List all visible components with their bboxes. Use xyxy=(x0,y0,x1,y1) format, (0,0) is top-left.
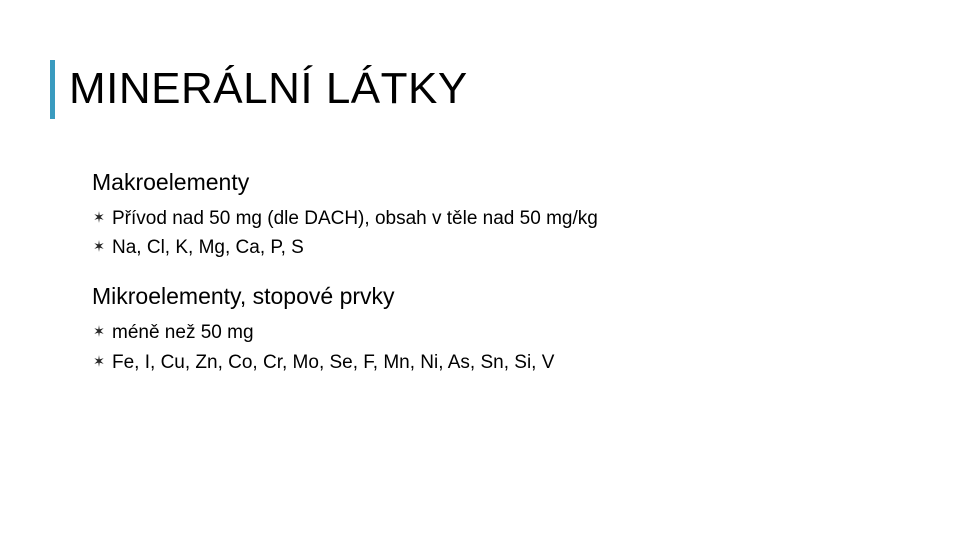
section-heading: Makroelementy xyxy=(92,169,910,196)
star-icon xyxy=(92,239,106,253)
list-item: Na, Cl, K, Mg, Ca, P, S xyxy=(92,235,910,261)
list-item: méně než 50 mg xyxy=(92,320,910,346)
bullet-text: méně než 50 mg xyxy=(112,320,254,346)
accent-bar xyxy=(50,60,55,119)
list-item: Fe, I, Cu, Zn, Co, Cr, Mo, Se, F, Mn, Ni… xyxy=(92,350,910,376)
content: Makroelementy Přívod nad 50 mg (dle DACH… xyxy=(50,169,910,376)
star-icon xyxy=(92,324,106,338)
bullet-text: Na, Cl, K, Mg, Ca, P, S xyxy=(112,235,304,261)
slide: MINERÁLNÍ LÁTKY Makroelementy Přívod nad… xyxy=(0,0,960,375)
bullet-list: méně než 50 mg Fe, I, Cu, Zn, Co, Cr, Mo… xyxy=(92,320,910,375)
title-block: MINERÁLNÍ LÁTKY xyxy=(50,60,910,119)
list-item: Přívod nad 50 mg (dle DACH), obsah v těl… xyxy=(92,206,910,232)
bullet-list: Přívod nad 50 mg (dle DACH), obsah v těl… xyxy=(92,206,910,261)
star-icon xyxy=(92,210,106,224)
star-icon xyxy=(92,354,106,368)
section-heading: Mikroelementy, stopové prvky xyxy=(92,283,910,310)
section-makroelementy: Makroelementy Přívod nad 50 mg (dle DACH… xyxy=(92,169,910,261)
section-mikroelementy: Mikroelementy, stopové prvky méně než 50… xyxy=(92,283,910,375)
bullet-text: Přívod nad 50 mg (dle DACH), obsah v těl… xyxy=(112,206,598,232)
page-title: MINERÁLNÍ LÁTKY xyxy=(69,60,468,119)
bullet-text: Fe, I, Cu, Zn, Co, Cr, Mo, Se, F, Mn, Ni… xyxy=(112,350,554,376)
